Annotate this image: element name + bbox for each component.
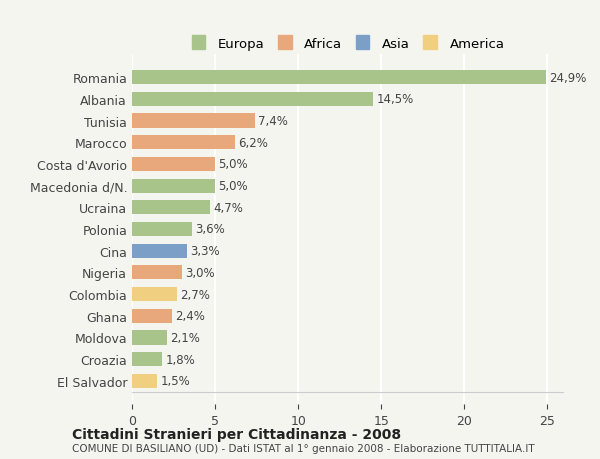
Text: 2,1%: 2,1%: [170, 331, 200, 344]
Bar: [132, 223, 192, 236]
Bar: [132, 353, 162, 366]
Bar: [132, 157, 215, 172]
Bar: [132, 71, 546, 85]
Bar: [132, 309, 172, 323]
Bar: [132, 114, 255, 129]
Bar: [132, 201, 210, 215]
Text: 5,0%: 5,0%: [218, 180, 248, 193]
Bar: [132, 93, 373, 106]
Text: 5,0%: 5,0%: [218, 158, 248, 171]
Text: 1,8%: 1,8%: [165, 353, 195, 366]
Text: 7,4%: 7,4%: [258, 115, 288, 128]
Text: 2,7%: 2,7%: [180, 288, 210, 301]
Bar: [132, 136, 235, 150]
Bar: [132, 266, 182, 280]
Text: 2,4%: 2,4%: [175, 310, 205, 323]
Text: 1,5%: 1,5%: [160, 375, 190, 387]
Text: Cittadini Stranieri per Cittadinanza - 2008: Cittadini Stranieri per Cittadinanza - 2…: [72, 427, 401, 442]
Text: 3,0%: 3,0%: [185, 266, 215, 279]
Text: 6,2%: 6,2%: [238, 136, 268, 149]
Text: 24,9%: 24,9%: [549, 72, 586, 84]
Bar: [132, 287, 177, 302]
Bar: [132, 374, 157, 388]
Text: 14,5%: 14,5%: [376, 93, 413, 106]
Legend: Europa, Africa, Asia, America: Europa, Africa, Asia, America: [188, 34, 508, 55]
Text: 3,6%: 3,6%: [195, 223, 225, 236]
Bar: [132, 330, 167, 345]
Text: 3,3%: 3,3%: [190, 245, 220, 257]
Text: 4,7%: 4,7%: [214, 202, 243, 214]
Bar: [132, 179, 215, 193]
Bar: [132, 244, 187, 258]
Text: COMUNE DI BASILIANO (UD) - Dati ISTAT al 1° gennaio 2008 - Elaborazione TUTTITAL: COMUNE DI BASILIANO (UD) - Dati ISTAT al…: [72, 443, 535, 453]
